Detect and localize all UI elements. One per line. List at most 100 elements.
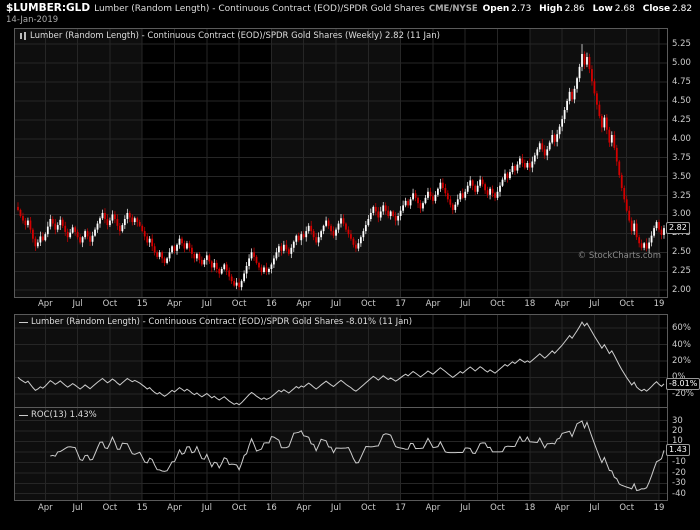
- y-axis-tick-label: -20: [672, 467, 686, 478]
- performance-y-axis: 60% 40% 20% 0% -20%: [670, 315, 700, 407]
- x-axis-tick-label: Jul: [201, 299, 212, 309]
- x-axis-tick-label: 17: [395, 503, 407, 513]
- y-axis-tick-label: 2.25: [672, 266, 691, 277]
- y-axis-tick-label: -10: [672, 457, 686, 468]
- chart-date: 14-Jan-2019: [6, 15, 59, 25]
- y-axis-tick-label: 4.75: [672, 76, 691, 87]
- perf-legend-text: Lumber (Random Length) - Continuous Cont…: [31, 317, 413, 327]
- y-axis-tick-label: 3.50: [672, 171, 691, 182]
- x-axis-tick-label: Apr: [167, 299, 182, 309]
- y-axis-tick-label: 2.00: [672, 285, 691, 296]
- stockcharts-watermark: © StockCharts.com: [577, 251, 661, 261]
- roc-legend: ROC(13) 1.43%: [19, 410, 97, 420]
- y-axis-tick-label: 20%: [672, 356, 691, 366]
- x-axis-tick-label: Jul: [330, 299, 342, 309]
- instrument-name: Lumber (Random Length) - Continuous Cont…: [94, 4, 425, 14]
- line-sample-icon: [19, 414, 28, 416]
- y-axis-tick-label: 5.25: [672, 39, 691, 50]
- x-axis-tick-label: 19: [653, 299, 665, 309]
- y-axis-tick-label: 3.00: [672, 209, 691, 220]
- line-sample-icon: [19, 321, 28, 323]
- x-axis-labels-top: Apr Jul Oct 15 Apr Jul Oct 16 Apr Jul Oct 17 Apr Jul O…: [0, 299, 700, 312]
- y-axis-tick-label: 10: [672, 436, 683, 447]
- performance-panel: Lumber (Random Length) - Continuous Cont…: [14, 314, 668, 408]
- high-value: 2.86: [564, 4, 585, 14]
- x-axis-tick-label: Oct: [231, 503, 247, 513]
- y-axis-tick-label: 0%: [672, 372, 686, 382]
- x-axis-tick-label: Apr: [167, 503, 182, 513]
- x-axis-labels-bottom: Apr Jul Oct 15 Apr Jul Oct 16 Apr Jul Oct 17 Apr Jul O…: [0, 503, 700, 516]
- x-axis-tick-label: Jul: [201, 503, 212, 513]
- x-axis-tick-label: Jul: [589, 503, 600, 513]
- x-axis-tick-label: 18: [524, 299, 536, 309]
- x-axis-tick-label: Jul: [589, 299, 600, 309]
- y-axis-tick-label: 30: [672, 415, 683, 426]
- price-y-axis: 5.25 5.00 4.75 4.50 4.25 4.00 3.75 3.50 3.25 3.00…: [670, 29, 700, 297]
- low-label: Low: [592, 4, 613, 14]
- x-axis-tick-label: Oct: [619, 299, 635, 309]
- x-axis-tick-label: Apr: [37, 503, 53, 513]
- x-axis-tick-label: Apr: [37, 299, 53, 309]
- performance-chart-svg: [15, 315, 667, 407]
- x-axis-tick-label: Apr: [554, 299, 570, 309]
- x-axis-tick-label: Oct: [490, 503, 505, 513]
- x-axis-tick-label: Oct: [102, 503, 118, 513]
- perf-legend: Lumber (Random Length) - Continuous Cont…: [19, 317, 412, 327]
- x-axis-tick-label: Oct: [490, 299, 505, 309]
- y-axis-tick-label: 3.75: [672, 152, 691, 163]
- y-axis-tick-label: 60%: [672, 323, 691, 334]
- x-axis-tick-label: Apr: [425, 299, 441, 309]
- y-axis-tick-label: 4.50: [672, 95, 691, 106]
- candlestick-icon-glyph: [20, 32, 26, 40]
- performance-value-box: -8.01%: [666, 378, 700, 390]
- y-axis-tick-label: 20: [672, 426, 683, 436]
- y-axis-tick-label: 2.50: [672, 247, 691, 258]
- y-axis-tick-label: 3.25: [672, 190, 691, 201]
- y-axis-tick-label: 4.00: [672, 133, 691, 144]
- x-axis-tick-label: Jul: [72, 299, 83, 309]
- x-axis-tick-label: Oct: [619, 503, 635, 513]
- chart-header: $LUMBER:GLD Lumber (Random Length) - Con…: [0, 0, 700, 28]
- last-price-box: 2.82: [666, 222, 690, 235]
- main-legend-text: Lumber (Random Length) - Continuous Cont…: [30, 31, 440, 41]
- y-axis-tick-label: -40: [672, 488, 686, 499]
- ticker-symbol: $LUMBER:GLD: [6, 2, 91, 14]
- candlestick-icon: [19, 31, 27, 41]
- x-axis-tick-label: Oct: [360, 503, 376, 513]
- roc-panel: ROC(13) 1.43%: [14, 408, 668, 501]
- x-axis-tick-label: 15: [136, 299, 148, 309]
- y-axis-tick-label: 40%: [672, 339, 691, 350]
- x-axis-tick-label: 19: [653, 503, 665, 513]
- x-axis-tick-label: Jul: [72, 503, 83, 513]
- x-axis-tick-label: Oct: [231, 299, 247, 309]
- main-legend: Lumber (Random Length) - Continuous Cont…: [19, 31, 440, 41]
- y-axis-tick-label: 5.00: [672, 58, 691, 69]
- x-axis-tick-label: Apr: [296, 299, 312, 309]
- x-axis-tick-label: Jul: [460, 299, 471, 309]
- roc-legend-text: ROC(13) 1.43%: [31, 410, 97, 420]
- x-axis-tick-label: 16: [266, 299, 277, 309]
- open-value: 2.73: [511, 4, 532, 14]
- x-axis-tick-label: 17: [395, 299, 407, 309]
- x-axis-tick-label: Jul: [460, 503, 471, 513]
- x-axis-tick-label: Apr: [425, 503, 441, 513]
- y-axis-tick-label: 4.25: [672, 114, 691, 125]
- price-chart-svg: [15, 29, 667, 297]
- x-axis-tick-label: Oct: [102, 299, 118, 309]
- close-value: 2.82: [672, 4, 693, 14]
- low-value: 2.68: [614, 4, 635, 14]
- roc-value-box: 1.43: [666, 444, 690, 457]
- x-axis-tick-label: Apr: [554, 503, 570, 513]
- x-axis-tick-label: 18: [524, 503, 536, 513]
- exchange-label: CME/NYSE: [428, 4, 478, 14]
- main-price-panel: Lumber (Random Length) - Continuous Cont…: [14, 28, 668, 298]
- high-label: High: [539, 4, 563, 14]
- y-axis-tick-label: -20%: [672, 388, 694, 399]
- y-axis-tick-label: -30: [672, 478, 686, 489]
- x-axis-tick-label: Oct: [360, 299, 376, 309]
- x-axis-tick-label: Apr: [296, 503, 312, 513]
- x-axis-tick-label: Jul: [330, 503, 342, 513]
- x-axis-tick-label: 16: [266, 503, 277, 513]
- title-row: $LUMBER:GLD Lumber (Random Length) - Con…: [6, 2, 696, 14]
